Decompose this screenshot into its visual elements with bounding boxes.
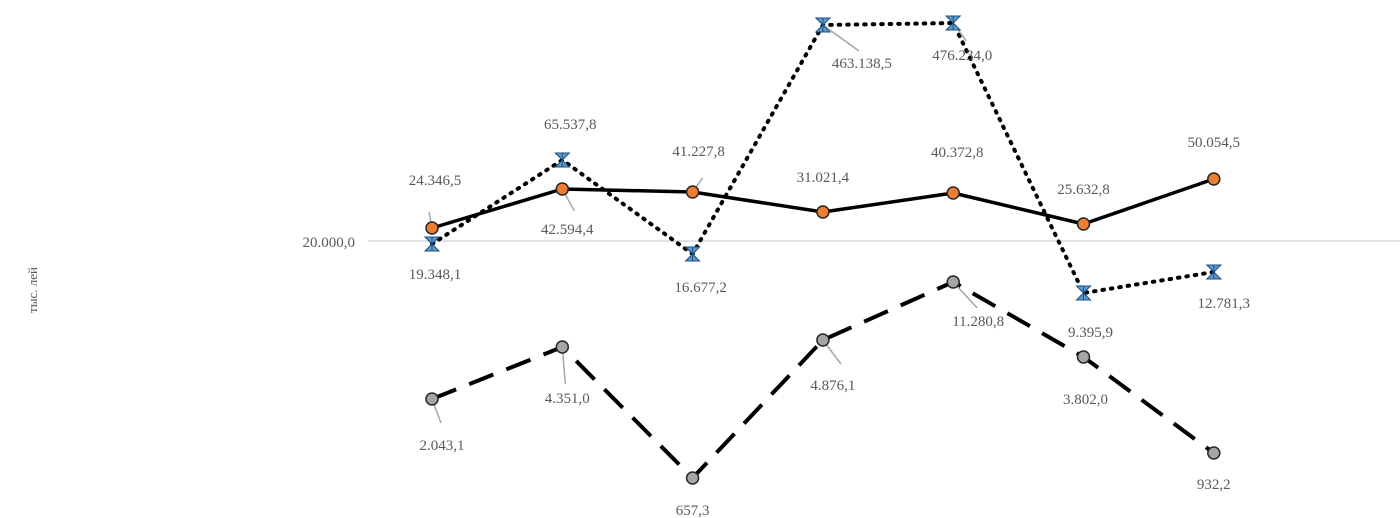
series-1-point bbox=[425, 221, 439, 235]
series-1-data-label: 24.346,5 bbox=[409, 173, 462, 189]
series-2-data-label: 9.395,9 bbox=[1068, 325, 1113, 341]
series-1-data-label: 42.594,4 bbox=[541, 222, 594, 238]
series-3-point bbox=[946, 275, 960, 289]
series-1-point bbox=[555, 182, 570, 196]
series-2-point bbox=[944, 15, 962, 31]
series-3-point bbox=[685, 471, 700, 485]
series-2-point bbox=[554, 152, 571, 168]
series-2-data-label: 19.348,1 bbox=[409, 267, 462, 283]
series-2-data-label: 12.781,3 bbox=[1198, 296, 1251, 312]
series-2-point bbox=[1075, 285, 1092, 301]
series-3-point bbox=[425, 392, 439, 406]
series-3-point bbox=[555, 340, 570, 354]
leader-line bbox=[822, 24, 860, 52]
series-2-point bbox=[814, 17, 832, 33]
series-3-point bbox=[816, 333, 830, 347]
series-1-point bbox=[1076, 217, 1091, 231]
reference-tick-label: 20.000,0 bbox=[303, 235, 356, 251]
series-layer: 24.346,5 42.594,4 41.227,8 31.021,4 40.372,8… bbox=[409, 15, 1251, 518]
series-1-data-label: 40.372,8 bbox=[931, 145, 984, 161]
series-3-data-label: 4.351,0 bbox=[545, 391, 590, 407]
series-2-point bbox=[1205, 264, 1223, 280]
series-2-point bbox=[423, 236, 441, 252]
series-2-point bbox=[684, 246, 701, 262]
series-3-point bbox=[1076, 350, 1091, 364]
series-1-data-label: 50.054,5 bbox=[1188, 135, 1241, 151]
series-1-point bbox=[685, 185, 700, 199]
series-3-data-label: 3.802,0 bbox=[1063, 392, 1108, 408]
series-3-point bbox=[1207, 446, 1221, 460]
series-1-point bbox=[816, 205, 830, 219]
series-2-data-label: 463.138,5 bbox=[832, 56, 892, 72]
series-2-data-label: 476.234,0 bbox=[932, 48, 992, 64]
series-3-data-label: 11.280,8 bbox=[952, 314, 1004, 330]
series-1-data-label: 31.021,4 bbox=[797, 170, 850, 186]
series-1-data-label: 41.227,8 bbox=[672, 144, 725, 160]
series-3-data-label: 2.043,1 bbox=[420, 438, 465, 454]
series-1-data-label: 25.632,8 bbox=[1057, 182, 1110, 198]
series-1-point bbox=[1207, 172, 1221, 186]
series-3-data-label: 4.876,1 bbox=[810, 378, 855, 394]
series-2-data-label: 16.677,2 bbox=[674, 280, 727, 296]
series-1-point bbox=[946, 186, 960, 200]
series-3-data-label: 657,3 bbox=[676, 503, 710, 518]
y-axis-label: тыс. лей bbox=[25, 267, 40, 313]
series-2-data-label: 65.537,8 bbox=[544, 117, 597, 133]
series-2-line bbox=[430, 21, 1216, 295]
series-3-data-label: 932,2 bbox=[1197, 477, 1231, 493]
